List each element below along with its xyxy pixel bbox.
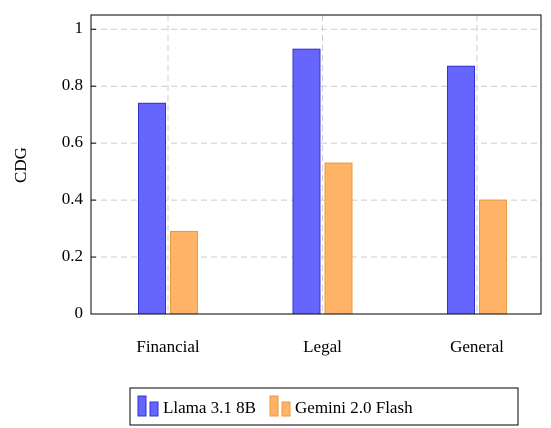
bar <box>324 162 353 315</box>
plot-frame <box>90 14 542 315</box>
legend-swatch <box>149 401 159 417</box>
bar <box>447 65 475 315</box>
bar <box>292 48 321 315</box>
legend-label: Gemini 2.0 Flash <box>295 398 413 417</box>
y-axis-label: CDG <box>11 147 30 183</box>
y-tick-label: 0.2 <box>62 246 83 265</box>
legend-label: Llama 3.1 8B <box>163 398 256 417</box>
y-tick-label: 0.4 <box>62 189 84 208</box>
legend-swatch <box>137 395 147 417</box>
x-tick-label: General <box>450 337 504 356</box>
legend-box <box>129 387 519 426</box>
x-tick-label: Legal <box>303 337 342 356</box>
legend-swatch <box>269 395 279 417</box>
y-tick-label: 0 <box>75 303 84 322</box>
legend-swatch <box>281 401 291 417</box>
y-tick-label: 1 <box>75 18 84 37</box>
bar <box>138 102 166 315</box>
x-tick-label: Financial <box>136 337 200 356</box>
y-tick-label: 0.6 <box>62 132 83 151</box>
bar <box>170 230 198 315</box>
bar <box>479 199 507 315</box>
y-tick-label: 0.8 <box>62 75 83 94</box>
